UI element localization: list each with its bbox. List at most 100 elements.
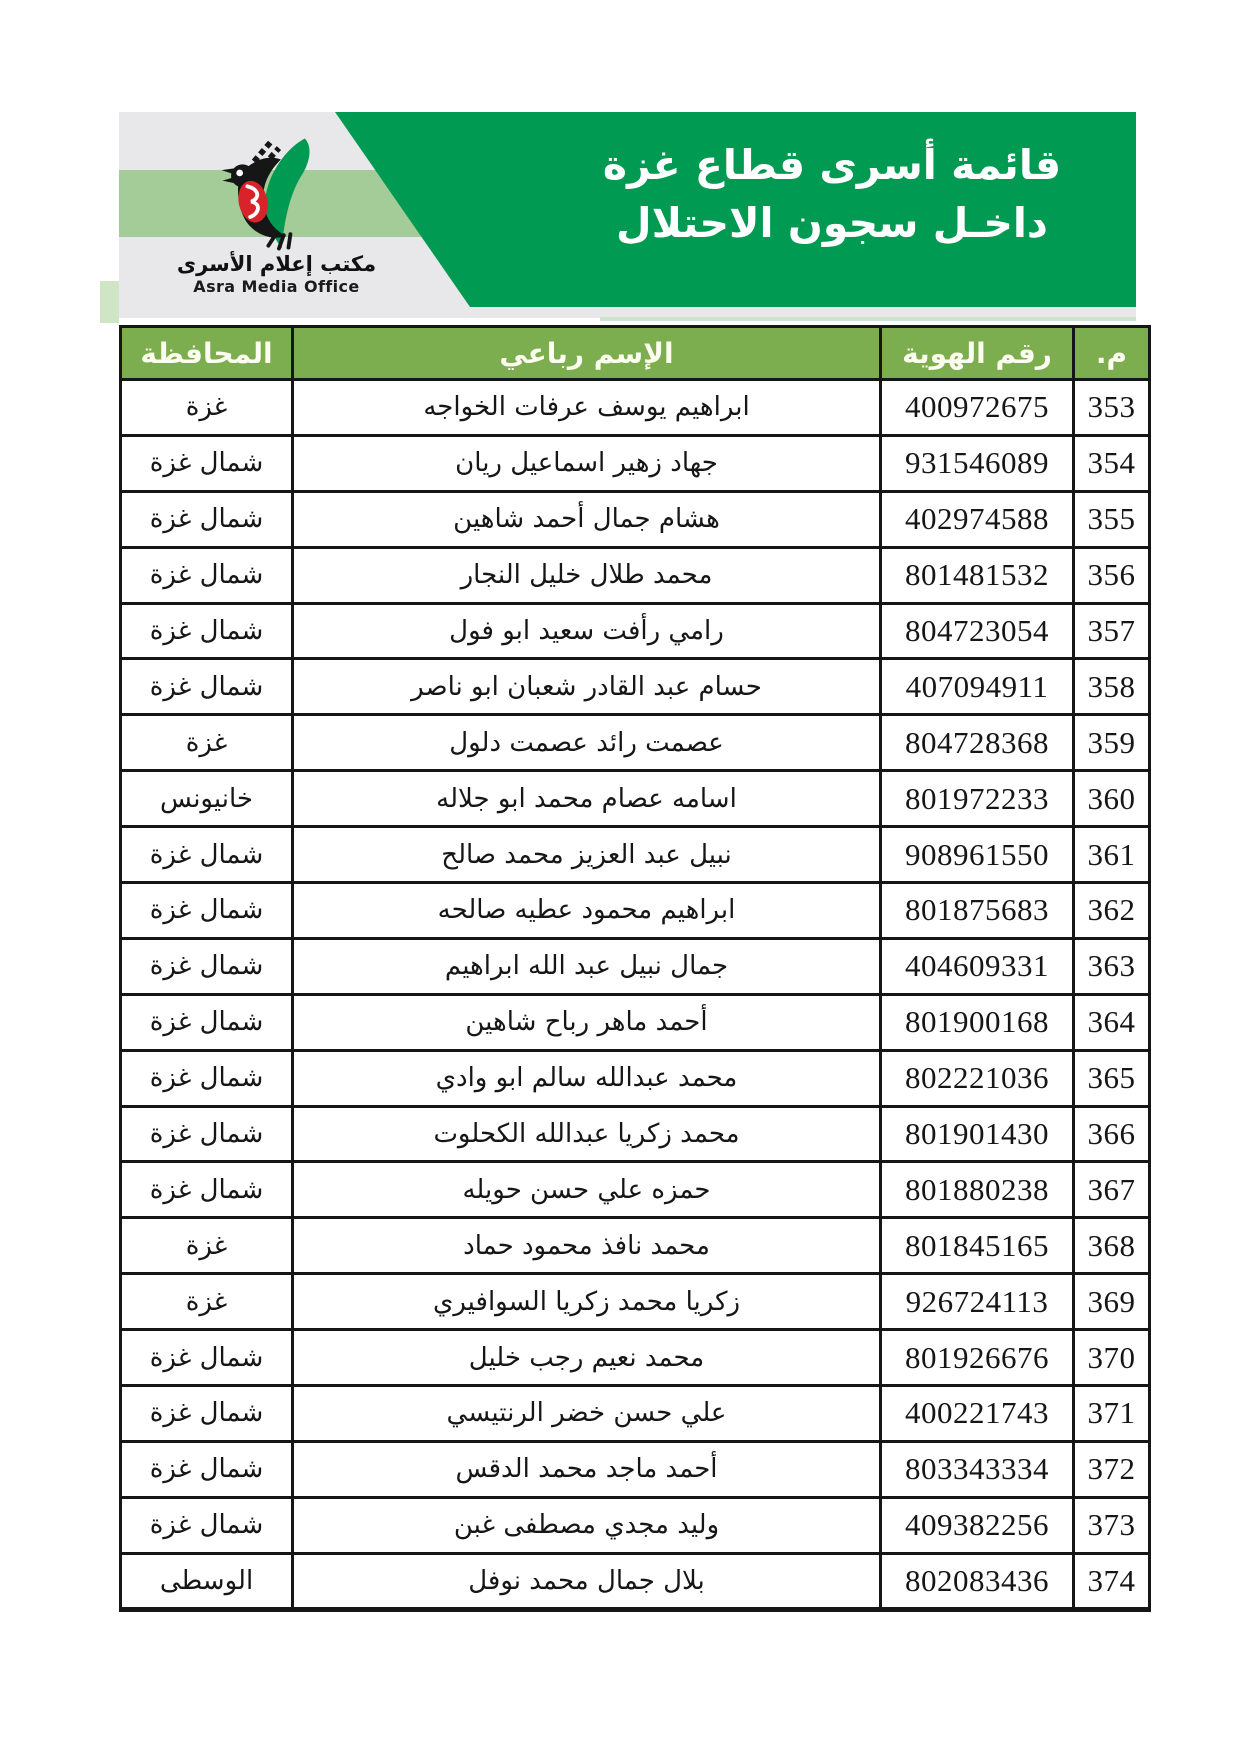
governorate-cell: شمال غزة — [119, 1104, 294, 1164]
governorate-cell: شمال غزة — [119, 657, 294, 717]
serial-cell: 373 — [1072, 1495, 1151, 1555]
full-name-cell: ابراهيم يوسف عرفات الخواجه — [291, 378, 882, 437]
id-number-cell: 801880238 — [879, 1160, 1075, 1220]
table-row: 369 926724113 زكريا محمد زكريا السوافيري غز… — [119, 1272, 1151, 1332]
id-number-cell: 926724113 — [879, 1272, 1075, 1332]
serial-cell: 357 — [1072, 601, 1151, 661]
governorate-cell: شمال غزة — [119, 1160, 294, 1220]
header-banner: قائمة أسرى قطاع غزة داخـل سجون الاحتلال — [119, 112, 1136, 321]
serial-cell: 354 — [1072, 433, 1151, 493]
table-row: 359 804728368 عصمت رائد عصمت دلول غزة — [119, 713, 1151, 773]
banner-green-panel: قائمة أسرى قطاع غزة داخـل سجون الاحتلال — [335, 112, 1136, 307]
table-row: 360 801972233 اسامه عصام محمد ابو جلاله خان… — [119, 769, 1151, 829]
table-row: 357 804723054 رامي رأفت سعيد ابو فول شمال غ… — [119, 601, 1151, 661]
serial-cell: 371 — [1072, 1384, 1151, 1443]
id-number-cell: 801901430 — [879, 1104, 1075, 1164]
id-number-cell: 404609331 — [879, 936, 1075, 996]
table-row: 354 931546089 جهاد زهير اسماعيل ريان شمال غ… — [119, 433, 1151, 493]
serial-cell: 369 — [1072, 1272, 1151, 1332]
id-number-cell: 400221743 — [879, 1384, 1075, 1443]
governorate-cell: شمال غزة — [119, 1495, 294, 1555]
serial-cell: 362 — [1072, 881, 1151, 940]
governorate-cell: شمال غزة — [119, 1439, 294, 1499]
serial-cell: 367 — [1072, 1160, 1151, 1220]
id-number-cell: 402974588 — [879, 489, 1075, 549]
serial-cell: 364 — [1072, 992, 1151, 1052]
governorate-cell: الوسطى — [119, 1551, 294, 1611]
full-name-cell: أحمد ماجد محمد الدقس — [291, 1439, 882, 1499]
id-number-cell: 801481532 — [879, 545, 1075, 605]
table-row: 355 402974588 هشام جمال أحمد شاهين شمال غزة — [119, 489, 1151, 549]
left-edge-tab — [100, 281, 119, 323]
serial-cell: 359 — [1072, 713, 1151, 773]
id-number-cell: 802083436 — [879, 1551, 1075, 1611]
serial-cell: 355 — [1072, 489, 1151, 549]
asra-media-office-logo: مكتب إعلام الأسرى Asra Media Office — [174, 136, 379, 296]
governorate-cell: شمال غزة — [119, 1048, 294, 1108]
banner-accent-line — [600, 317, 1136, 321]
table-row: 358 407094911 حسام عبد القادر شعبان ابو نا… — [119, 657, 1151, 717]
header-id-number: رقم الهوية — [879, 325, 1075, 381]
table-header: م. رقم الهوية الإسم رباعي المحافظة — [119, 325, 1151, 381]
governorate-cell: شمال غزة — [119, 601, 294, 661]
full-name-cell: حمزه علي حسن حويله — [291, 1160, 882, 1220]
document-title: قائمة أسرى قطاع غزة داخـل سجون الاحتلال — [549, 136, 1115, 252]
id-number-cell: 801972233 — [879, 769, 1075, 829]
governorate-cell: خانيونس — [119, 769, 294, 829]
full-name-cell: بلال جمال محمد نوفل — [291, 1551, 882, 1611]
id-number-cell: 908961550 — [879, 825, 1075, 885]
serial-cell: 370 — [1072, 1328, 1151, 1388]
header-full-name: الإسم رباعي — [291, 325, 882, 381]
serial-cell: 374 — [1072, 1551, 1151, 1611]
table-row: 366 801901430 محمد زكريا عبدالله الكحلوت شم… — [119, 1104, 1151, 1164]
full-name-cell: حسام عبد القادر شعبان ابو ناصر — [291, 657, 882, 717]
table-row: 361 908961550 نبيل عبد العزيز محمد صالح شما… — [119, 825, 1151, 885]
full-name-cell: رامي رأفت سعيد ابو فول — [291, 601, 882, 661]
governorate-cell: شمال غزة — [119, 825, 294, 885]
full-name-cell: هشام جمال أحمد شاهين — [291, 489, 882, 549]
serial-cell: 360 — [1072, 769, 1151, 829]
serial-cell: 363 — [1072, 936, 1151, 996]
header-governorate: المحافظة — [119, 325, 294, 381]
id-number-cell: 801845165 — [879, 1216, 1075, 1276]
table-row: 374 802083436 بلال جمال محمد نوفل الوسطى — [119, 1551, 1151, 1611]
id-number-cell: 409382256 — [879, 1495, 1075, 1555]
table-header-row: م. رقم الهوية الإسم رباعي المحافظة — [119, 325, 1151, 381]
full-name-cell: نبيل عبد العزيز محمد صالح — [291, 825, 882, 885]
full-name-cell: وليد مجدي مصطفى غبن — [291, 1495, 882, 1555]
serial-cell: 365 — [1072, 1048, 1151, 1108]
governorate-cell: شمال غزة — [119, 1384, 294, 1443]
full-name-cell: محمد نافذ محمود حماد — [291, 1216, 882, 1276]
full-name-cell: جهاد زهير اسماعيل ريان — [291, 433, 882, 493]
table-row: 364 801900168 أحمد ماهر رباح شاهين شمال غزة — [119, 992, 1151, 1052]
table-row: 370 801926676 محمد نعيم رجب خليل شمال غزة — [119, 1328, 1151, 1388]
table-row: 353 400972675 ابراهيم يوسف عرفات الخواجه غز… — [119, 378, 1151, 437]
id-number-cell: 801900168 — [879, 992, 1075, 1052]
logo-english-name: Asra Media Office — [193, 277, 360, 296]
id-number-cell: 931546089 — [879, 433, 1075, 493]
id-number-cell: 803343334 — [879, 1439, 1075, 1499]
full-name-cell: اسامه عصام محمد ابو جلاله — [291, 769, 882, 829]
id-number-cell: 804728368 — [879, 713, 1075, 773]
prisoners-table: م. رقم الهوية الإسم رباعي المحافظة 353 40… — [119, 325, 1151, 1612]
full-name-cell: جمال نبيل عبد الله ابراهيم — [291, 936, 882, 996]
serial-cell: 372 — [1072, 1439, 1151, 1499]
governorate-cell: شمال غزة — [119, 433, 294, 493]
governorate-cell: غزة — [119, 1272, 294, 1332]
id-number-cell: 802221036 — [879, 1048, 1075, 1108]
full-name-cell: علي حسن خضر الرنتيسي — [291, 1384, 882, 1443]
table-row: 356 801481532 محمد طلال خليل النجار شمال غز… — [119, 545, 1151, 605]
full-name-cell: محمد زكريا عبدالله الكحلوت — [291, 1104, 882, 1164]
table-row: 363 404609331 جمال نبيل عبد الله ابراهيم شم… — [119, 936, 1151, 996]
governorate-cell: شمال غزة — [119, 545, 294, 605]
governorate-cell: غزة — [119, 378, 294, 437]
governorate-cell: شمال غزة — [119, 1328, 294, 1388]
table-row: 371 400221743 علي حسن خضر الرنتيسي شمال غزة — [119, 1384, 1151, 1443]
serial-cell: 361 — [1072, 825, 1151, 885]
logo-arabic-name: مكتب إعلام الأسرى — [176, 252, 377, 276]
governorate-cell: شمال غزة — [119, 489, 294, 549]
full-name-cell: ابراهيم محمود عطيه صالحه — [291, 881, 882, 940]
serial-cell: 368 — [1072, 1216, 1151, 1276]
id-number-cell: 407094911 — [879, 657, 1075, 717]
serial-cell: 358 — [1072, 657, 1151, 717]
